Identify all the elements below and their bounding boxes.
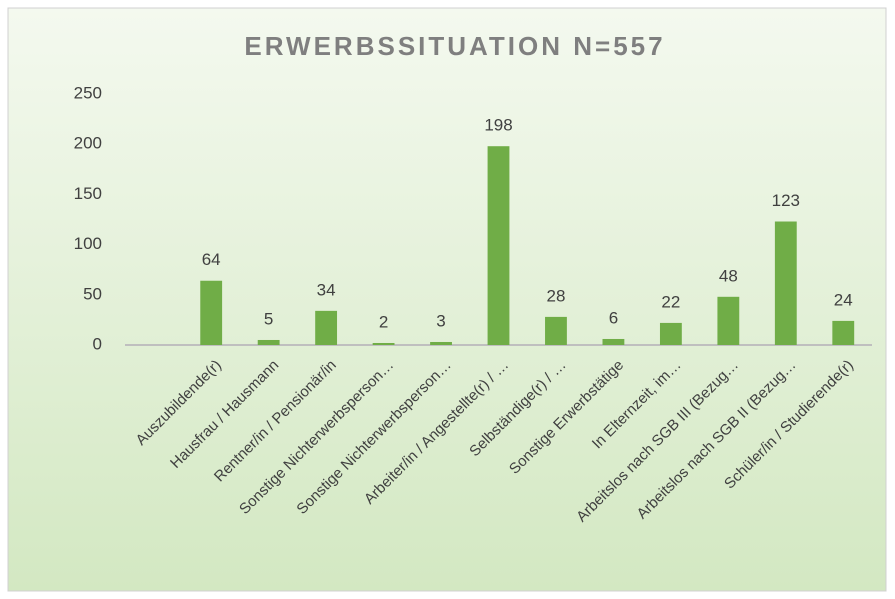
bar [602,338,625,345]
y-tick-label: 250 [74,83,102,102]
bar [257,339,280,345]
bar [315,310,338,345]
data-label: 123 [772,191,800,210]
data-label: 6 [609,308,618,327]
chart-title: ERWERBSSITUATION N=557 [244,31,665,61]
y-tick-label: 0 [93,334,102,353]
data-label: 48 [719,266,738,285]
bar [487,146,510,345]
y-tick-label: 150 [74,184,102,203]
bar [774,221,797,345]
data-label: 34 [317,280,336,299]
data-label: 2 [379,312,388,331]
y-tick-label: 200 [74,134,102,153]
data-label: 24 [834,290,853,309]
bar [717,296,740,345]
bar [430,341,452,345]
bar [659,322,682,345]
bar [200,280,223,345]
data-label: 64 [202,250,221,269]
bar [545,316,567,345]
data-label: 22 [661,292,680,311]
bar [832,320,855,345]
data-label: 3 [436,311,445,330]
data-label: 198 [484,116,512,135]
chart-background [7,7,887,592]
y-tick-label: 100 [74,234,102,253]
data-label: 28 [547,286,566,305]
bar [372,342,395,345]
y-tick-label: 50 [83,284,102,303]
data-label: 5 [264,309,273,328]
